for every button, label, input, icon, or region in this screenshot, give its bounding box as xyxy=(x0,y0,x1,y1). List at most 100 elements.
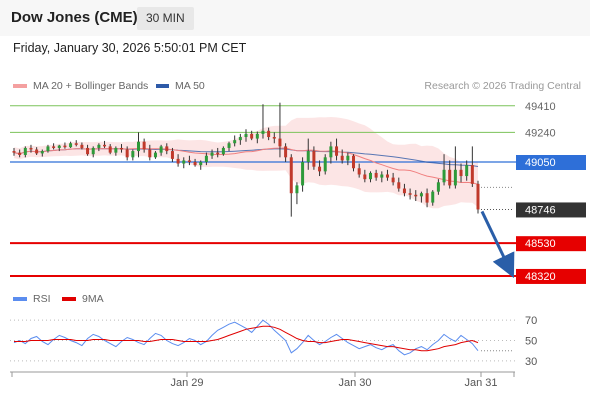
candle xyxy=(148,144,152,161)
candle-body xyxy=(267,130,271,138)
candle-body xyxy=(114,147,118,153)
legend-9ma-label: 9MA xyxy=(82,293,104,305)
bollinger-band-fill xyxy=(14,117,478,209)
candle-body xyxy=(103,144,107,147)
interval-selector[interactable]: 30 MIN xyxy=(137,7,194,30)
candle xyxy=(267,127,271,141)
candle-body xyxy=(74,143,78,145)
rsi-panel: 70 50 30 xyxy=(10,315,537,368)
candle-body xyxy=(453,169,457,186)
time-axis: Jan 29 Jan 30 Jan 31 xyxy=(10,371,515,389)
candle-body xyxy=(142,141,146,150)
candle-body xyxy=(459,169,463,177)
candle xyxy=(357,163,361,178)
candle-body xyxy=(346,155,350,161)
candle-body xyxy=(244,133,248,138)
candle-body xyxy=(182,160,186,164)
candle xyxy=(335,138,339,161)
candle-body xyxy=(227,143,231,148)
instrument-title: Dow Jones (CME) xyxy=(11,9,138,26)
candle-body xyxy=(391,177,395,183)
candle xyxy=(176,154,180,167)
candle-body xyxy=(465,165,469,177)
candle xyxy=(29,144,33,153)
level-label-49410: 49410 xyxy=(525,101,556,113)
timestamp: Friday, January 30, 2026 5:50:01 PM CET xyxy=(13,41,247,55)
candle-body xyxy=(69,143,73,148)
candle xyxy=(103,140,107,148)
candle xyxy=(69,141,73,148)
candle-body xyxy=(368,172,372,180)
candle xyxy=(91,146,95,158)
candle-body xyxy=(170,151,174,159)
candle-body xyxy=(233,140,237,144)
candle xyxy=(391,172,395,186)
candle xyxy=(470,146,474,187)
candle-body xyxy=(397,182,401,189)
candle-body xyxy=(221,147,225,155)
candle-body xyxy=(199,162,203,166)
candle-body xyxy=(80,144,84,148)
last-price-label: 48746 xyxy=(525,204,556,216)
candle xyxy=(40,149,44,157)
candle-body xyxy=(431,191,435,203)
research-credit: Research © 2026 Trading Central xyxy=(424,80,581,92)
candle-body xyxy=(374,172,378,178)
candle xyxy=(255,131,259,144)
candle-body xyxy=(86,147,90,155)
candle xyxy=(199,160,203,170)
candle xyxy=(52,143,56,150)
candle xyxy=(86,144,90,156)
candle xyxy=(80,142,84,150)
level-tag-label-49050: 49050 xyxy=(525,157,556,169)
candle-body xyxy=(46,146,50,152)
level-leaders xyxy=(481,186,514,210)
candle-body xyxy=(18,152,22,155)
candle xyxy=(18,149,22,158)
candle-body xyxy=(312,151,316,167)
candle-body xyxy=(385,174,389,178)
candle-body xyxy=(52,146,56,148)
candle xyxy=(204,152,208,166)
candle-body xyxy=(380,174,384,178)
candle-body xyxy=(448,169,452,186)
ma9-swatch xyxy=(62,297,76,301)
legend-rsi-label: RSI xyxy=(33,293,51,305)
candle xyxy=(465,160,469,181)
rsi-tick-70: 70 xyxy=(525,315,537,327)
candlesticks xyxy=(12,102,480,217)
candle-body xyxy=(306,151,310,162)
level-tag-label-48530: 48530 xyxy=(525,238,556,250)
legend-rsi: RSI xyxy=(13,293,51,305)
legend-9ma: 9MA xyxy=(62,293,104,305)
level-tag-label-48320: 48320 xyxy=(525,271,556,283)
candle-body xyxy=(35,149,39,154)
candle-body xyxy=(357,168,361,175)
candle xyxy=(346,152,350,166)
candle xyxy=(414,190,418,202)
time-tick-label: Jan 29 xyxy=(170,377,203,389)
candle xyxy=(306,138,310,170)
candle xyxy=(476,180,480,214)
candle xyxy=(301,157,305,192)
candle xyxy=(368,171,372,183)
candle-body xyxy=(340,155,344,161)
candle-body xyxy=(165,146,169,152)
candle xyxy=(329,141,333,164)
candle xyxy=(131,149,135,161)
candle-body xyxy=(425,193,429,203)
rsi-tick-50: 50 xyxy=(525,336,537,348)
forecast-arrow-line xyxy=(480,210,515,279)
candle-body xyxy=(335,146,339,156)
chart-header: Dow Jones (CME) 30 MIN xyxy=(0,0,590,36)
candle xyxy=(397,177,401,192)
level-tag-48320 xyxy=(516,268,586,284)
candle xyxy=(340,149,344,164)
candle-body xyxy=(436,182,440,192)
candle xyxy=(108,144,112,155)
candle xyxy=(165,143,169,155)
bollinger-bands xyxy=(14,117,478,209)
candle xyxy=(323,154,327,175)
candle xyxy=(425,188,429,208)
